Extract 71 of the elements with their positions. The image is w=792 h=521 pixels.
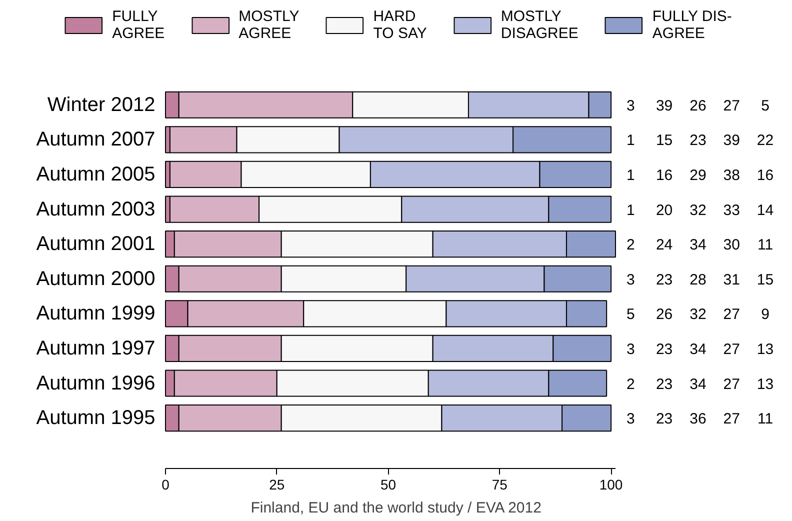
data-label: 13	[756, 340, 774, 358]
data-label: 27	[723, 340, 740, 358]
y-tick-label: Autumn 2003	[36, 198, 156, 220]
data-label: 23	[656, 410, 673, 428]
data-label: 15	[756, 271, 774, 288]
data-label: 16	[756, 166, 774, 184]
x-tick-label: 100	[599, 476, 623, 492]
data-label: 39	[656, 97, 673, 114]
data-label: 23	[690, 132, 706, 150]
data-label: 5	[626, 306, 635, 324]
data-label: 27	[723, 410, 740, 428]
data-label: 39	[723, 132, 740, 150]
y-tick-label: Autumn 2001	[36, 233, 156, 256]
data-label: 30	[723, 236, 740, 254]
data-label: 24	[656, 236, 673, 254]
data-label: 3	[626, 97, 635, 114]
data-label: 23	[656, 376, 673, 393]
data-label: 36	[690, 410, 706, 428]
y-tick-label: Autumn 2007	[36, 128, 156, 151]
data-label: 33	[723, 202, 740, 219]
data-label: 22	[756, 132, 774, 150]
x-tick-label: 50	[380, 476, 396, 492]
data-label: 11	[757, 236, 774, 254]
y-tick-label: Autumn 1997	[36, 337, 156, 360]
x-tick-label: 25	[269, 476, 285, 492]
data-label: 27	[723, 376, 740, 393]
text: Finland, EU and the world study / EVA 2012	[250, 500, 542, 516]
y-tick-label: Autumn 2005	[36, 163, 156, 186]
y-tick-label: Autumn 1999	[36, 302, 156, 325]
legend-label: FULLY DIS- AGREE	[652, 8, 732, 42]
data-label: 28	[690, 271, 706, 288]
y-tick-label: Autumn 2000	[36, 268, 156, 290]
data-label: 11	[757, 410, 774, 428]
data-label: 20	[656, 202, 673, 219]
data-label: 2	[626, 376, 635, 393]
y-tick-label: Autumn 1995	[36, 407, 156, 430]
legend-label: HARD TO SAY	[373, 8, 427, 42]
data-label: 23	[656, 340, 673, 358]
x-tick-label: 0	[162, 476, 170, 492]
data-label: 14	[756, 202, 774, 219]
data-label: 27	[723, 306, 740, 324]
legend-label: MOSTLY AGREE	[238, 8, 300, 42]
data-label: 29	[690, 166, 706, 184]
data-label: 32	[690, 306, 706, 324]
data-label: 2	[626, 236, 635, 254]
data-label: 3	[626, 271, 635, 288]
data-label: 34	[690, 236, 706, 254]
data-label: 5	[761, 97, 770, 114]
y-tick-label: Autumn 1996	[36, 372, 156, 394]
data-label: 26	[656, 306, 673, 324]
data-label: 1	[626, 202, 635, 219]
y-tick-label: Winter 2012	[47, 94, 156, 116]
data-label: 27	[723, 97, 740, 114]
x-tick-label: 75	[492, 476, 508, 492]
data-label: 26	[690, 97, 706, 114]
data-label: 38	[723, 166, 740, 184]
data-label: 3	[626, 410, 635, 428]
data-label: 1	[626, 166, 635, 184]
data-label: 23	[656, 271, 673, 288]
legend-label: FULLY AGREE	[112, 8, 165, 42]
data-label: 34	[690, 376, 706, 393]
data-label: 1	[626, 132, 635, 150]
legend-label: MOSTLY DISAGREE	[500, 8, 578, 42]
data-label: 9	[761, 306, 770, 324]
data-label: 3	[626, 340, 635, 358]
data-label: 31	[723, 271, 740, 288]
data-label: 32	[690, 202, 706, 219]
data-label: 15	[656, 132, 673, 150]
data-label: 34	[690, 340, 706, 358]
data-label: 16	[656, 166, 673, 184]
data-label: 13	[756, 376, 774, 393]
